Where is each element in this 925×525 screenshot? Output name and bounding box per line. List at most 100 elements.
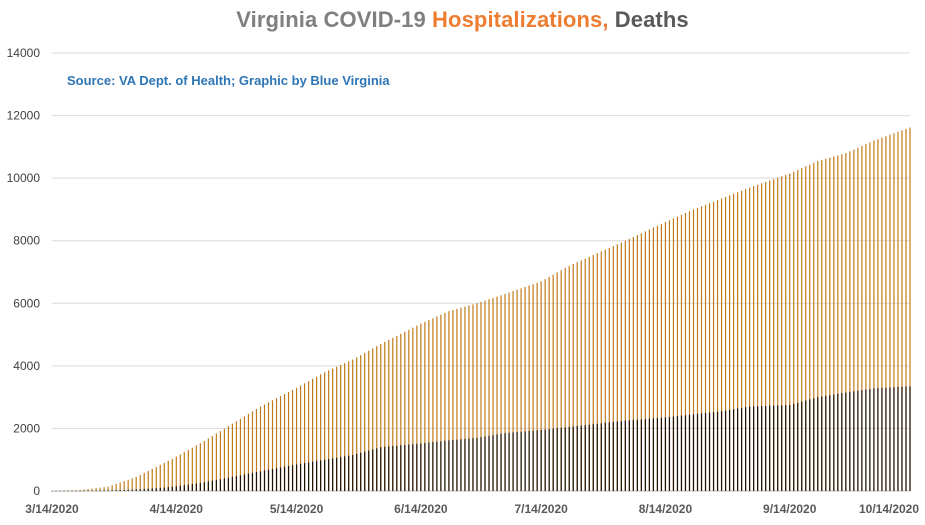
deaths-bar (749, 406, 751, 491)
x-tick-label: 9/14/2020 (763, 502, 817, 516)
deaths-bar (600, 423, 602, 491)
deaths-bar (773, 405, 775, 491)
hospitalizations-bar (560, 270, 562, 491)
hospitalizations-bar (476, 303, 478, 491)
hospitalizations-bar (356, 357, 358, 491)
hospitalizations-bar (736, 192, 739, 491)
hospitalizations-bar (773, 179, 775, 491)
deaths-bar (753, 406, 755, 491)
deaths-bar (652, 418, 655, 491)
hospitalizations-bar (291, 389, 294, 491)
deaths-bar (215, 479, 217, 491)
hospitalizations-bar (103, 487, 105, 491)
deaths-bar (660, 417, 663, 491)
deaths-bar (897, 386, 899, 491)
deaths-bar (476, 437, 478, 491)
hospitalizations-bar (283, 394, 286, 491)
deaths-bar (131, 489, 133, 491)
deaths-bar (496, 434, 498, 491)
x-tick-label: 10/14/2020 (859, 502, 919, 516)
hospitalizations-bar (312, 378, 314, 491)
hospitalizations-bar (672, 218, 675, 491)
y-axis-labels: 0 2000 4000 6000 8000 10000 12000 14000 (7, 46, 41, 498)
deaths-bar (588, 424, 590, 491)
deaths-bar (384, 446, 386, 491)
hospitalizations-bar (512, 291, 514, 491)
deaths-bar (821, 396, 823, 491)
deaths-bar (536, 430, 538, 491)
deaths-bar (79, 490, 81, 492)
deaths-bar (472, 438, 474, 491)
deaths-series (51, 386, 911, 492)
hospitalizations-bar (107, 486, 109, 491)
hospitalizations-bar (889, 134, 891, 491)
hospitalizations-bar (544, 279, 546, 491)
deaths-bar (837, 393, 839, 491)
deaths-bar (524, 431, 526, 491)
y-tick-label: 4000 (13, 359, 40, 373)
hospitalizations-bar (436, 316, 438, 491)
deaths-bar (676, 416, 679, 491)
deaths-bar (195, 483, 197, 491)
deaths-bar (548, 429, 550, 491)
y-tick-label: 12000 (7, 109, 41, 123)
deaths-bar (143, 488, 145, 491)
deaths-bar (91, 490, 93, 492)
hospitalizations-bar (540, 281, 542, 491)
deaths-bar (340, 457, 342, 491)
deaths-bar (271, 469, 274, 491)
hospitalizations-bar (336, 366, 338, 491)
deaths-bar (893, 387, 895, 491)
deaths-bar (480, 437, 482, 491)
hospitalizations-bar (536, 282, 538, 491)
deaths-bar (608, 422, 610, 491)
deaths-bar (492, 435, 494, 491)
deaths-bar (348, 455, 350, 491)
hospitalizations-bar (428, 320, 430, 491)
hospitalizations-bar (720, 198, 723, 491)
hospitalizations-bar (59, 490, 61, 492)
deaths-bar (267, 469, 270, 491)
hospitalizations-bar (223, 428, 226, 491)
y-tick-label: 0 (33, 484, 40, 498)
hospitalizations-bar (243, 416, 246, 491)
hospitalizations-bar (741, 190, 743, 491)
deaths-bar (781, 405, 783, 491)
hospitalizations-bar (853, 149, 855, 491)
deaths-bar (219, 479, 221, 491)
deaths-bar (127, 489, 129, 491)
hospitalizations-bar (696, 207, 699, 491)
deaths-bar (520, 431, 522, 491)
deaths-bar (544, 429, 546, 491)
hospitalizations-bar (885, 136, 887, 491)
hospitalizations-bar (75, 490, 77, 491)
deaths-bar (857, 390, 859, 491)
deaths-bar (624, 420, 626, 491)
hospitalizations-bar (380, 343, 382, 491)
hospitalizations-bar (247, 413, 250, 491)
hospitalizations-bar (861, 145, 863, 491)
hospitalizations-bar (568, 265, 570, 491)
deaths-bar (432, 442, 434, 491)
hospitalizations-bar (825, 158, 827, 492)
hospitalizations-bar (596, 253, 598, 491)
deaths-bar (620, 421, 622, 491)
deaths-bar (592, 424, 594, 491)
deaths-bar (572, 426, 574, 491)
deaths-bar (147, 488, 149, 491)
deaths-bar (861, 390, 863, 491)
hospitalizations-bar (757, 184, 759, 491)
deaths-bar (905, 386, 907, 491)
hospitalizations-bar (636, 235, 638, 491)
hospitalizations-bar (187, 449, 189, 491)
deaths-bar (552, 428, 554, 491)
hospitalizations-bar (203, 440, 205, 491)
hospitalizations-bar (648, 229, 650, 492)
y-tick-label: 8000 (13, 234, 40, 248)
deaths-bar (115, 490, 117, 491)
deaths-bar (724, 410, 727, 491)
hospitalizations-bar (452, 309, 454, 491)
deaths-bar (688, 414, 691, 491)
hospitalizations-bar (797, 169, 799, 491)
deaths-bar (191, 483, 193, 491)
